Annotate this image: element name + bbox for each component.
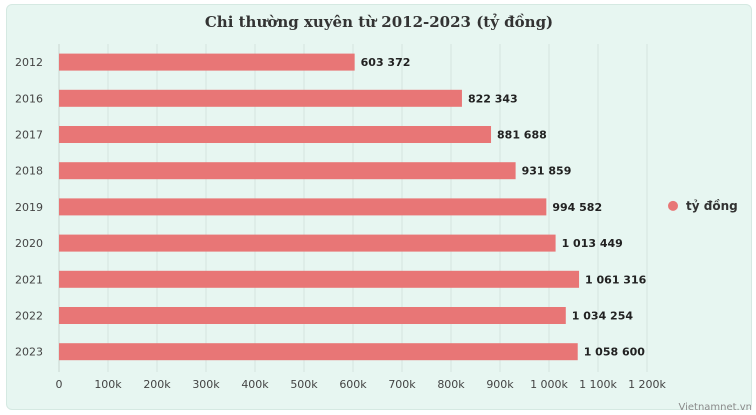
bar-value-label: 603 372 [361, 56, 411, 69]
y-category-label: 2019 [15, 201, 43, 214]
y-category-label: 2016 [15, 92, 43, 105]
bar [59, 90, 462, 107]
bar [59, 198, 546, 215]
y-category-label: 2023 [15, 346, 43, 359]
y-category-label: 2017 [15, 129, 43, 142]
legend-marker [668, 201, 678, 211]
bar-value-label: 1 061 316 [585, 273, 647, 286]
x-tick-label: 400k [241, 378, 269, 391]
x-tick-label: 1 200k [628, 378, 666, 391]
legend-label: tỷ đồng [686, 199, 738, 213]
bar [59, 307, 566, 324]
x-tick-label: 700k [388, 378, 416, 391]
x-tick-label: 300k [192, 378, 220, 391]
x-tick-label: 900k [486, 378, 514, 391]
x-tick-label: 500k [290, 378, 318, 391]
bar [59, 343, 578, 360]
bar [59, 271, 579, 288]
bar-value-label: 822 343 [468, 92, 518, 105]
x-tick-label: 100k [94, 378, 122, 391]
bar-value-label: 1 034 254 [572, 310, 634, 323]
source-credit: Vietnamnet.vn [678, 402, 752, 413]
y-category-label: 2012 [15, 56, 43, 69]
y-category-label: 2021 [15, 273, 43, 286]
bar-value-label: 1 013 449 [562, 237, 623, 250]
x-tick-label: 200k [143, 378, 171, 391]
x-tick-label: 800k [437, 378, 465, 391]
x-tick-label: 600k [339, 378, 367, 391]
bar-value-label: 1 058 600 [584, 346, 646, 359]
x-tick-label: 1 000k [530, 378, 568, 391]
bar-value-label: 881 688 [497, 129, 547, 142]
y-category-label: 2020 [15, 237, 43, 250]
bar [59, 126, 491, 143]
bar [59, 162, 516, 179]
bar [59, 235, 556, 252]
y-category-label: 2018 [15, 165, 43, 178]
x-tick-label: 0 [56, 378, 63, 391]
bar-value-label: 931 859 [522, 165, 572, 178]
x-tick-label: 1 100k [579, 378, 617, 391]
y-category-label: 2022 [15, 310, 43, 323]
bar [59, 54, 355, 71]
bar-value-label: 994 582 [552, 201, 602, 214]
